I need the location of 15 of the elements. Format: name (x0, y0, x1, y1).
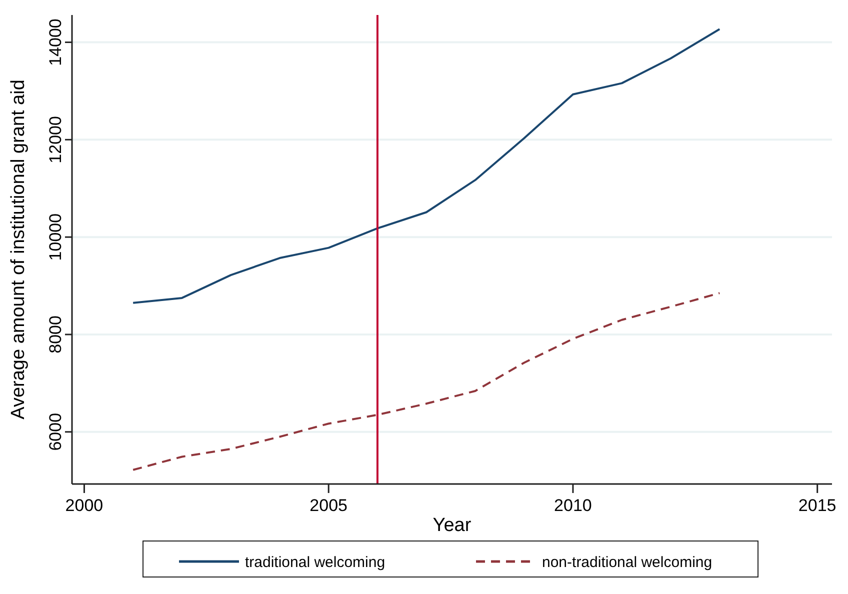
y-tick-label: 14000 (46, 18, 65, 66)
y-tick-label: 10000 (46, 213, 65, 261)
y-tick-label: 8000 (46, 316, 65, 354)
y-tick-label: 6000 (46, 412, 65, 451)
legend-label: traditional welcoming (245, 554, 386, 571)
line-series (132, 28, 721, 304)
x-tick-label: 2005 (310, 496, 348, 515)
y-tick-label: 12000 (46, 116, 65, 164)
y-axis-title: Average amount of institutional grant aid (8, 80, 29, 420)
x-tick-label: 2015 (798, 496, 836, 515)
line-series (132, 292, 721, 471)
x-tick-label: 2010 (554, 496, 592, 515)
x-axis-title: Year (432, 515, 472, 536)
x-tick-label: 2000 (65, 496, 104, 515)
legend-label: non-traditional welcoming (542, 554, 712, 571)
